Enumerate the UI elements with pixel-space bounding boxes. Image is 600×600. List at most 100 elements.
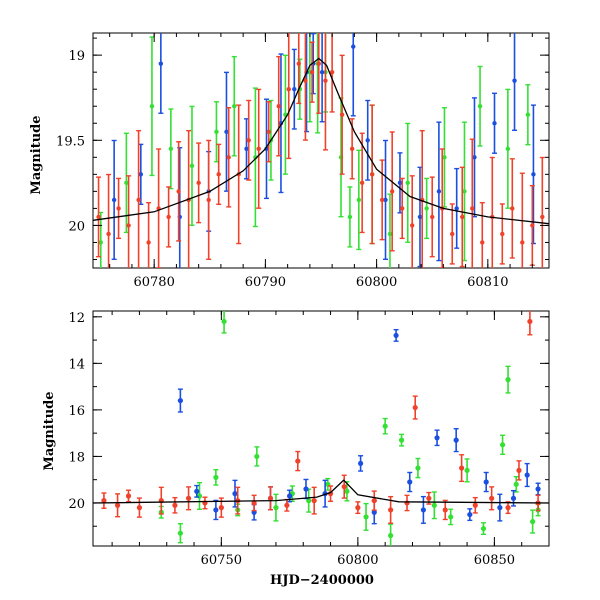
bottom-data-point (267, 495, 274, 501)
top-data-point (454, 206, 459, 211)
top-data-point (339, 112, 345, 117)
bottom-data-point (483, 479, 489, 485)
bottom-x-tick-label: 60800 (337, 553, 378, 568)
bottom-data-point (286, 493, 293, 499)
top-data-point (530, 223, 535, 228)
bottom-panel: 60750 60800 60850 12 14 16 18 20 (68, 310, 550, 568)
top-data-point (214, 129, 219, 134)
top-series-blue (111, 33, 536, 268)
top-data-point (206, 197, 211, 203)
top-data-point (168, 146, 174, 151)
bottom-y-tick-label: 14 (68, 357, 85, 372)
top-series-red (96, 33, 545, 268)
top-data-point (410, 223, 415, 228)
bottom-y-tick-label: 20 (68, 497, 85, 512)
top-data-point (303, 78, 308, 83)
top-data-point (158, 61, 164, 66)
bottom-data-point (232, 491, 238, 497)
top-data-point (347, 214, 353, 220)
top-data-point (309, 69, 315, 75)
top-data-point (323, 78, 328, 83)
top-data-point (379, 197, 385, 203)
top-data-point (369, 172, 375, 177)
top-data-point (226, 155, 231, 160)
bottom-data-point (415, 465, 421, 471)
top-data-point (520, 240, 525, 245)
bottom-data-point (434, 435, 440, 441)
bottom-data-point (513, 481, 519, 487)
bottom-data-point (218, 505, 224, 511)
top-data-point (436, 189, 442, 194)
top-data-point (525, 112, 531, 117)
top-panel: 60780 60790 60800 60810 19 19.5 20 (56, 32, 550, 290)
bottom-y-tick-label: 16 (68, 404, 85, 419)
bottom-data-point (467, 511, 473, 518)
top-data-point (296, 61, 301, 66)
top-data-point (116, 206, 121, 211)
bottom-data-point (177, 530, 183, 536)
bottom-data-point (530, 518, 536, 525)
bottom-data-point (404, 500, 410, 506)
top-data-point (383, 197, 388, 203)
bottom-data-point (505, 377, 511, 383)
top-data-point (246, 138, 251, 143)
bottom-data-layer (93, 311, 549, 546)
bottom-data-point (101, 498, 107, 504)
top-data-point (286, 86, 291, 92)
top-data-point (124, 180, 129, 186)
top-data-point (492, 121, 497, 126)
top-data-point (244, 146, 249, 151)
top-data-point (540, 214, 545, 220)
top-data-point (417, 214, 423, 220)
bottom-data-point (194, 488, 200, 494)
bottom-data-point (489, 495, 495, 501)
bottom-data-point (284, 502, 290, 508)
top-data-point (405, 180, 410, 186)
bottom-data-point (388, 507, 394, 513)
top-data-point (460, 214, 465, 220)
top-data-point (146, 240, 151, 245)
top-data-point (356, 197, 362, 203)
bottom-data-point (344, 488, 350, 494)
bottom-data-point (510, 495, 517, 501)
top-data-point (166, 214, 171, 220)
top-y-tick-label: 20 (68, 219, 85, 234)
top-data-point (176, 189, 181, 194)
bottom-data-point (371, 509, 377, 515)
bottom-data-point (505, 505, 511, 511)
bottom-data-point (371, 498, 377, 504)
top-data-point (256, 146, 261, 151)
top-data-point (232, 104, 237, 109)
bottom-data-point (499, 442, 506, 448)
bottom-data-point (114, 502, 121, 508)
bottom-data-point (516, 467, 522, 473)
top-data-point (531, 172, 536, 177)
bottom-data-point (213, 474, 219, 480)
bottom-data-point (407, 479, 413, 485)
bottom-data-point (472, 502, 478, 508)
top-y-tick-label: 19.5 (56, 134, 85, 149)
bottom-ticks (93, 311, 550, 546)
bottom-data-point (535, 486, 541, 492)
bottom-data-point (295, 458, 301, 464)
bottom-data-point (125, 493, 132, 499)
bottom-series-blue (177, 328, 541, 525)
top-data-point (316, 61, 321, 66)
top-data-point (126, 223, 131, 228)
bottom-data-point (426, 495, 432, 501)
bottom-data-point (136, 505, 143, 511)
top-data-point (359, 180, 365, 186)
bottom-y-tick-label: 12 (68, 311, 85, 326)
top-data-point (365, 138, 370, 143)
bottom-data-point (341, 484, 347, 490)
bottom-data-point (355, 505, 361, 511)
top-data-point (98, 240, 103, 245)
bottom-data-point (254, 453, 260, 460)
top-x-tick-label: 60810 (467, 275, 508, 290)
bottom-data-point (185, 495, 192, 501)
top-y-tick-label: 19 (68, 49, 85, 64)
top-x-tick-label: 60780 (133, 275, 174, 290)
top-data-point (442, 155, 447, 160)
bottom-data-point (480, 525, 487, 532)
bottom-data-point (177, 397, 183, 404)
